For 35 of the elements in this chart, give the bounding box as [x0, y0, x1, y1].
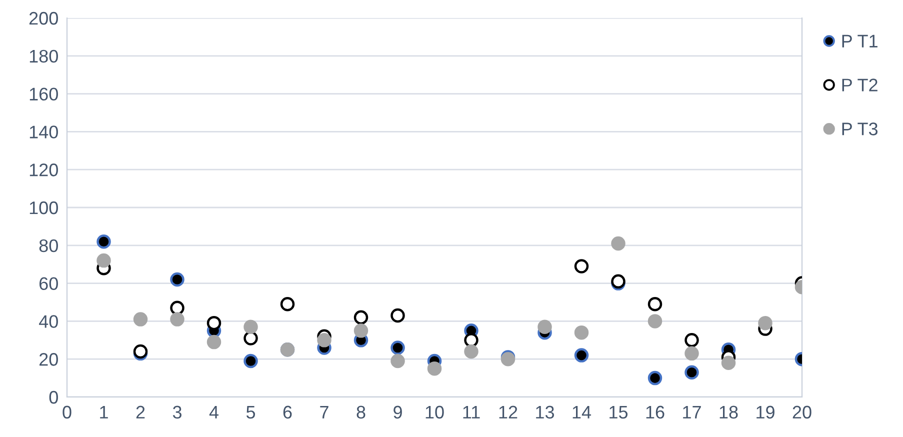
x-tick-label: 19 [756, 406, 774, 419]
x-tick-label: 13 [536, 406, 554, 419]
x-tick-label: 8 [356, 406, 366, 419]
x-tick-label: 20 [792, 406, 812, 419]
y-tick-label: 40 [39, 315, 58, 328]
legend-label: P T2 [842, 78, 878, 92]
legend-label: P T3 [842, 122, 878, 136]
x-tick-label: 12 [499, 406, 518, 418]
y-tick-label: 80 [39, 239, 58, 252]
y-tick-label: 60 [40, 277, 58, 290]
legend-label: P T1 [842, 34, 878, 48]
x-tick-label: 0 [62, 406, 72, 419]
x-tick-label: 6 [283, 406, 292, 419]
y-tick-label: 20 [39, 353, 58, 366]
x-tick-label: 9 [394, 406, 402, 419]
y-tick-label: 140 [30, 126, 58, 138]
x-tick-label: 10 [426, 406, 444, 419]
y-tick-label: 0 [49, 390, 58, 404]
x-tick-label: 7 [320, 406, 328, 418]
x-tick-label: 18 [720, 406, 738, 419]
y-tick-label: 200 [29, 12, 58, 25]
y-tick-label: 180 [30, 50, 58, 63]
x-tick-label: 17 [683, 406, 701, 418]
x-tick-label: 14 [572, 406, 592, 418]
x-tick-label: 5 [246, 406, 256, 419]
x-tick-label: 4 [209, 406, 218, 418]
x-tick-label: 3 [172, 406, 182, 419]
x-tick-label: 1 [100, 406, 108, 418]
y-tick-label: 100 [30, 201, 58, 214]
y-tick-label: 160 [30, 88, 58, 101]
x-tick-label: 11 [463, 406, 480, 418]
x-tick-label: 15 [610, 406, 628, 419]
x-tick-label: 16 [646, 406, 664, 419]
x-tick-label: 2 [136, 406, 145, 418]
y-tick-label: 120 [30, 164, 58, 176]
